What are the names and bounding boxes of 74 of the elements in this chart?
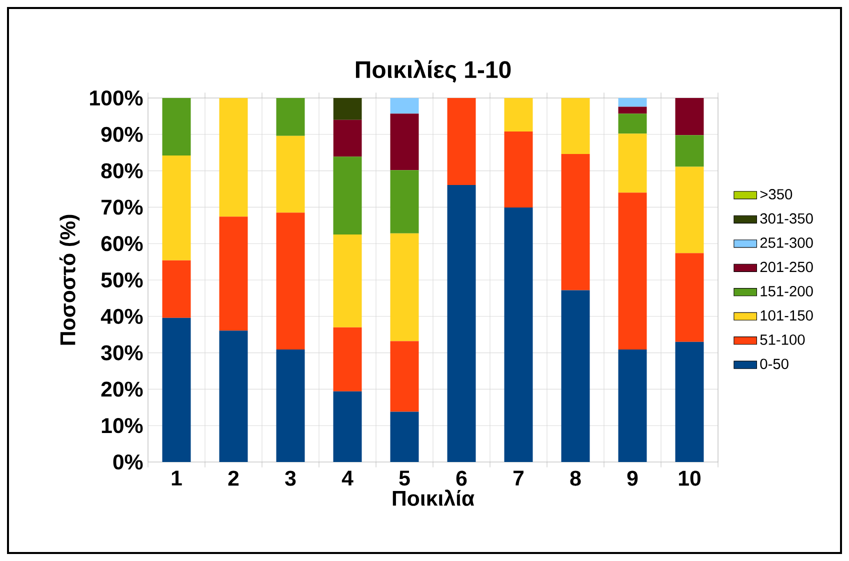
bar: [276, 98, 305, 136]
bar: [675, 342, 704, 462]
bar: [618, 114, 647, 134]
bar: [219, 330, 248, 462]
legend-label: 151-200: [760, 286, 813, 296]
y-tick-label: 0%: [113, 454, 143, 470]
y-tick-label: 90%: [101, 126, 143, 142]
bar: [333, 234, 362, 328]
bar: [390, 170, 419, 234]
bar: [675, 253, 704, 342]
y-tick-label: 30%: [101, 345, 143, 360]
bar: [504, 208, 533, 462]
y-tick-label: 100%: [90, 90, 143, 106]
bar: [219, 98, 248, 217]
bar: [276, 136, 305, 213]
y-tick-label: 60%: [101, 236, 143, 252]
bar: [162, 156, 191, 260]
bar: [675, 135, 704, 167]
bar: [618, 134, 647, 193]
chart-title: Ποικιλίες 1-10: [356, 60, 511, 83]
bar: [618, 106, 647, 114]
x-tick-label: 3: [285, 470, 296, 486]
bar: [390, 341, 419, 412]
bar: [333, 327, 362, 392]
x-tick-label: 7: [514, 470, 524, 486]
bar: [162, 260, 191, 318]
legend-label: 51-100: [760, 334, 805, 345]
bar: [504, 98, 533, 132]
bar: [390, 114, 419, 170]
bar: [618, 192, 647, 350]
legend-label: 301-350: [760, 213, 813, 224]
bar: [447, 184, 476, 462]
bar: [675, 166, 704, 254]
x-tick-label: 9: [627, 470, 638, 486]
y-tick-label: 50%: [101, 272, 143, 288]
bar: [561, 290, 590, 462]
y-tick-label: 20%: [101, 382, 143, 397]
x-axis-title: Ποικιλία: [392, 490, 474, 506]
legend-label: 201-250: [760, 262, 813, 272]
x-tick-label: 6: [456, 470, 467, 486]
bar: [276, 212, 305, 350]
y-tick-label: 10%: [102, 418, 143, 434]
bar: [447, 98, 476, 185]
bar: [219, 216, 248, 331]
y-tick-label: 80%: [101, 163, 143, 178]
bar: [675, 98, 704, 136]
legend-label: 101-150: [760, 310, 813, 321]
y-axis-title: Ποσοστό (%): [59, 214, 80, 345]
legend-label: >350: [760, 189, 792, 200]
x-tick-label: 1: [172, 470, 182, 486]
bar: [333, 120, 362, 157]
legend-label: 251-300: [760, 238, 813, 248]
bar: [390, 98, 419, 114]
x-tick-label: 8: [570, 470, 581, 486]
x-tick-label: 2: [228, 470, 239, 486]
y-tick-label: 70%: [102, 200, 143, 215]
y-tick-label: 40%: [100, 308, 143, 324]
bar: [618, 98, 647, 107]
bar: [333, 98, 362, 120]
bar: [390, 412, 419, 462]
bar: [561, 154, 590, 290]
bar: [561, 98, 590, 154]
bar: [162, 98, 191, 156]
bar: [390, 233, 419, 342]
x-tick-label: 5: [399, 470, 410, 486]
legend-label: 0-50: [760, 358, 788, 370]
x-tick-label: 10: [678, 470, 700, 486]
bar: [333, 391, 362, 462]
bar: [618, 350, 647, 462]
bar: [162, 318, 191, 462]
x-tick-label: 4: [342, 470, 354, 486]
bar: [504, 131, 533, 208]
bar: [333, 156, 362, 234]
bar: [276, 350, 305, 462]
